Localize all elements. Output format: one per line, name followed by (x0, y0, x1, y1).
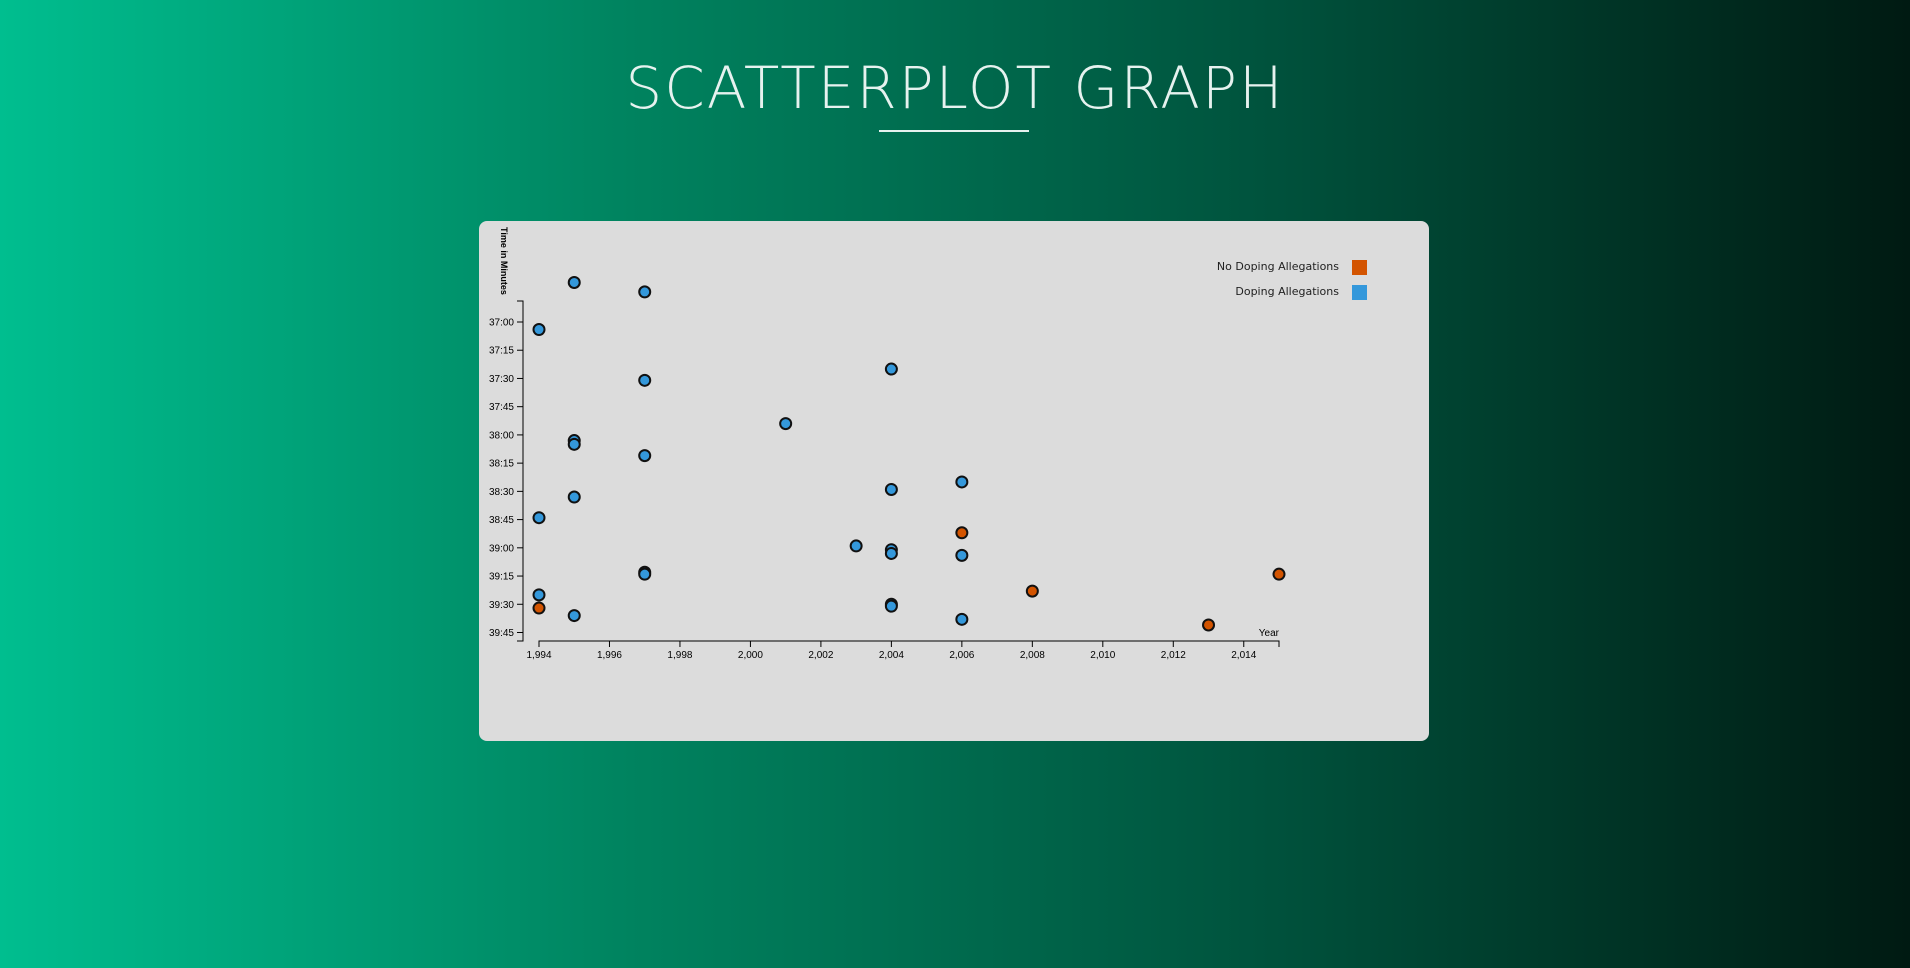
data-point[interactable] (955, 475, 969, 489)
y-tick-label: 37:30 (489, 374, 514, 385)
data-point[interactable] (532, 601, 546, 615)
y-axis-label: Time in Minutes (499, 227, 509, 295)
x-tick-label: 2,002 (808, 650, 833, 661)
x-tick-label: 2,010 (1090, 650, 1115, 661)
data-point[interactable] (567, 490, 581, 504)
chart-card: 37:00 37:15 37:30 37:45 38:00 38:15 38:30 38:45… (479, 221, 1429, 741)
x-tick-label: 2,008 (1020, 650, 1045, 661)
x-tick-label: 1,994 (526, 650, 551, 661)
data-point[interactable] (638, 449, 652, 463)
data-point[interactable] (779, 417, 793, 431)
x-tick-label: 2,000 (738, 650, 763, 661)
data-point[interactable] (532, 323, 546, 337)
legend-swatch (1352, 260, 1367, 275)
legend-label: No Doping Allegations (1217, 260, 1339, 273)
data-point[interactable] (638, 567, 652, 581)
y-axis: 37:00 37:15 37:30 37:45 38:00 38:15 38:30 38:45… (489, 300, 524, 642)
y-tick-label: 37:45 (489, 402, 514, 413)
data-points (532, 275, 1286, 632)
data-point[interactable] (1272, 567, 1286, 581)
data-point[interactable] (567, 437, 581, 451)
data-point[interactable] (1202, 618, 1216, 632)
x-axis: 1,994 1,996 1,998 2,000 2,002 2,004 2,006 2,008… (526, 640, 1280, 661)
data-point[interactable] (567, 609, 581, 623)
x-axis-label: Year (1259, 628, 1280, 639)
data-point[interactable] (532, 511, 546, 525)
legend: No Doping Allegations Doping Allegations (1217, 260, 1367, 300)
y-tick-label: 39:45 (489, 628, 514, 639)
legend-label: Doping Allegations (1235, 285, 1339, 298)
y-axis-line (517, 300, 524, 642)
x-tick-label: 2,012 (1161, 650, 1186, 661)
x-tick-label: 2,006 (949, 650, 974, 661)
data-point[interactable] (567, 275, 581, 289)
title-underline (879, 130, 1029, 132)
x-tick-label: 1,996 (597, 650, 622, 661)
x-tick-label: 2,014 (1231, 650, 1256, 661)
y-tick-label: 37:00 (489, 318, 514, 329)
y-tick-label: 39:30 (489, 600, 514, 611)
data-point[interactable] (532, 588, 546, 602)
x-tick-label: 2,004 (879, 650, 904, 661)
y-tick-label: 37:15 (489, 346, 514, 357)
x-axis-line (538, 640, 1280, 647)
page-title: SCATTERPLOT GRAPH (625, 54, 1285, 122)
y-tick-label: 39:15 (489, 572, 514, 583)
y-tick-label: 38:30 (489, 487, 514, 498)
data-point[interactable] (638, 373, 652, 387)
y-tick-label: 38:15 (489, 459, 514, 470)
legend-swatch (1352, 285, 1367, 300)
data-point[interactable] (638, 285, 652, 299)
data-point[interactable] (955, 526, 969, 540)
data-point[interactable] (955, 612, 969, 626)
data-point[interactable] (955, 548, 969, 562)
data-point[interactable] (849, 539, 863, 553)
data-point[interactable] (884, 599, 898, 613)
y-tick-label: 38:00 (489, 430, 514, 441)
data-point[interactable] (1025, 584, 1039, 598)
data-point[interactable] (884, 546, 898, 560)
y-tick-label: 38:45 (489, 515, 514, 526)
data-point[interactable] (884, 482, 898, 496)
data-point[interactable] (884, 362, 898, 376)
y-tick-label: 39:00 (489, 543, 514, 554)
scatter-chart: 37:00 37:15 37:30 37:45 38:00 38:15 38:30 38:45… (489, 227, 1367, 661)
x-tick-label: 1,998 (667, 650, 692, 661)
